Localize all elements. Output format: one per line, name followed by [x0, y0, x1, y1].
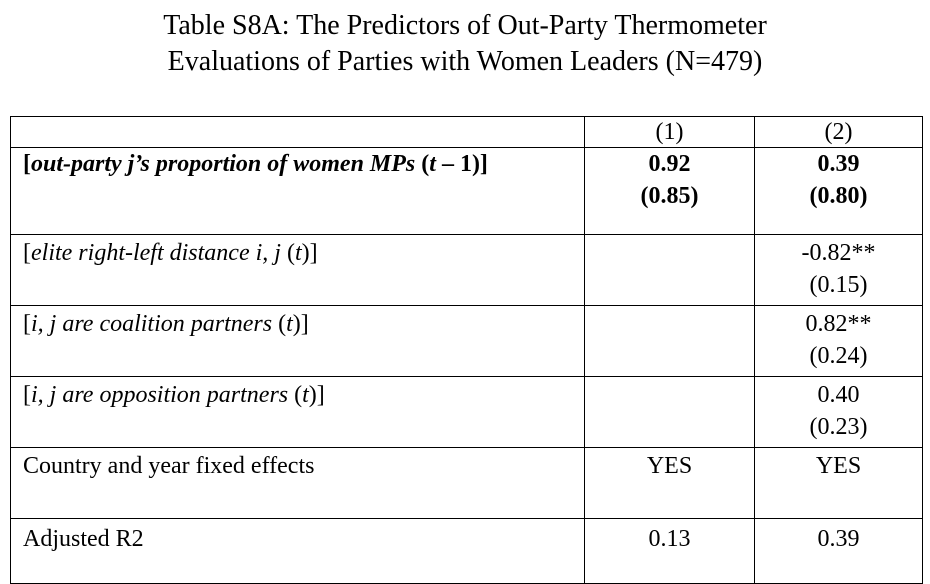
table-title: Table S8A: The Predictors of Out-Party T…	[0, 8, 930, 80]
label-text: Country and year fixed effects	[23, 453, 315, 479]
label-bracket-close: )]	[308, 382, 325, 408]
label-variable: i, j are opposition partners	[31, 382, 289, 408]
cell-model-1: YES	[584, 447, 755, 519]
row-label-women-mps: [out-party j’s proportion of women MPs (…	[10, 147, 585, 235]
coefficient: -0.82**	[801, 240, 876, 266]
coefficient: 0.39	[817, 151, 860, 177]
cell-model-2: -0.82** (0.15)	[754, 234, 923, 306]
label-time: t	[294, 240, 302, 266]
label-mid: (	[288, 382, 303, 408]
cell-model-2: YES	[754, 447, 923, 519]
cell-model-2: 0.40 (0.23)	[754, 376, 923, 448]
standard-error: (0.85)	[640, 183, 699, 209]
coefficient: 0.92	[648, 151, 691, 177]
label-time: t	[286, 311, 293, 337]
row-label-opposition-partners: [i, j are opposition partners (t)]	[10, 376, 585, 448]
label-bracket-close: – 1)]	[435, 151, 488, 177]
table-title-line-1: Table S8A: The Predictors of Out-Party T…	[163, 10, 767, 41]
table-row: Adjusted R2 0.13 0.39	[10, 518, 923, 584]
table-row: [elite right-left distance i, j (t)] -0.…	[10, 234, 923, 306]
table-row: [i, j are coalition partners (t)] 0.82**…	[10, 305, 923, 377]
standard-error: (0.15)	[809, 272, 868, 298]
label-mid: (	[280, 240, 295, 266]
row-label-coalition-partners: [i, j are coalition partners (t)]	[10, 305, 585, 377]
cell-model-1	[584, 376, 755, 448]
label-time: t	[302, 382, 309, 408]
header-cell-label	[10, 116, 585, 148]
cell-model-1	[584, 305, 755, 377]
r2-value: 0.39	[817, 526, 860, 552]
cell-model-1: 0.13	[584, 518, 755, 584]
label-mid: (	[272, 311, 287, 337]
table-header-row: (1) (2)	[10, 116, 923, 148]
standard-error: (0.24)	[809, 343, 868, 369]
row-label-elite-distance: [elite right-left distance i, j (t)]	[10, 234, 585, 306]
label-bracket-close: )]	[292, 311, 309, 337]
indicator-value: YES	[646, 453, 693, 479]
regression-table: (1) (2) [out-party j’s proportion of wom…	[10, 116, 923, 584]
label-bracket-open: [	[23, 151, 31, 177]
row-label-fixed-effects: Country and year fixed effects	[10, 447, 585, 519]
table-row: [i, j are opposition partners (t)] 0.40 …	[10, 376, 923, 448]
table-title-line-2: Evaluations of Parties with Women Leader…	[167, 46, 763, 77]
label-text: Adjusted R2	[23, 526, 144, 552]
label-mid: (	[415, 151, 430, 177]
cell-model-2: 0.39 (0.80)	[754, 147, 923, 235]
label-variable: i, j are coalition partners	[31, 311, 273, 337]
label-variable: elite right-left distance i, j	[31, 240, 281, 266]
label-time: t	[429, 151, 436, 177]
row-label-adjusted-r2: Adjusted R2	[10, 518, 585, 584]
header-cell-model-1: (1)	[584, 116, 755, 148]
table-row: [out-party j’s proportion of women MPs (…	[10, 147, 923, 235]
standard-error: (0.80)	[809, 183, 868, 209]
cell-model-2: 0.39	[754, 518, 923, 584]
cell-model-2: 0.82** (0.24)	[754, 305, 923, 377]
cell-model-1	[584, 234, 755, 306]
label-bracket-close: )]	[301, 240, 318, 266]
coefficient: 0.82**	[805, 311, 872, 337]
indicator-value: YES	[815, 453, 862, 479]
label-bracket-open: [	[23, 240, 31, 266]
cell-model-1: 0.92 (0.85)	[584, 147, 755, 235]
r2-value: 0.13	[648, 526, 691, 552]
label-bracket-open: [	[23, 311, 31, 337]
label-bracket-open: [	[23, 382, 31, 408]
header-cell-model-2: (2)	[754, 116, 923, 148]
coefficient: 0.40	[817, 382, 860, 408]
standard-error: (0.23)	[809, 414, 868, 440]
label-variable: out-party j’s proportion of women MPs	[31, 151, 416, 177]
table-row: Country and year fixed effects YES YES	[10, 447, 923, 519]
